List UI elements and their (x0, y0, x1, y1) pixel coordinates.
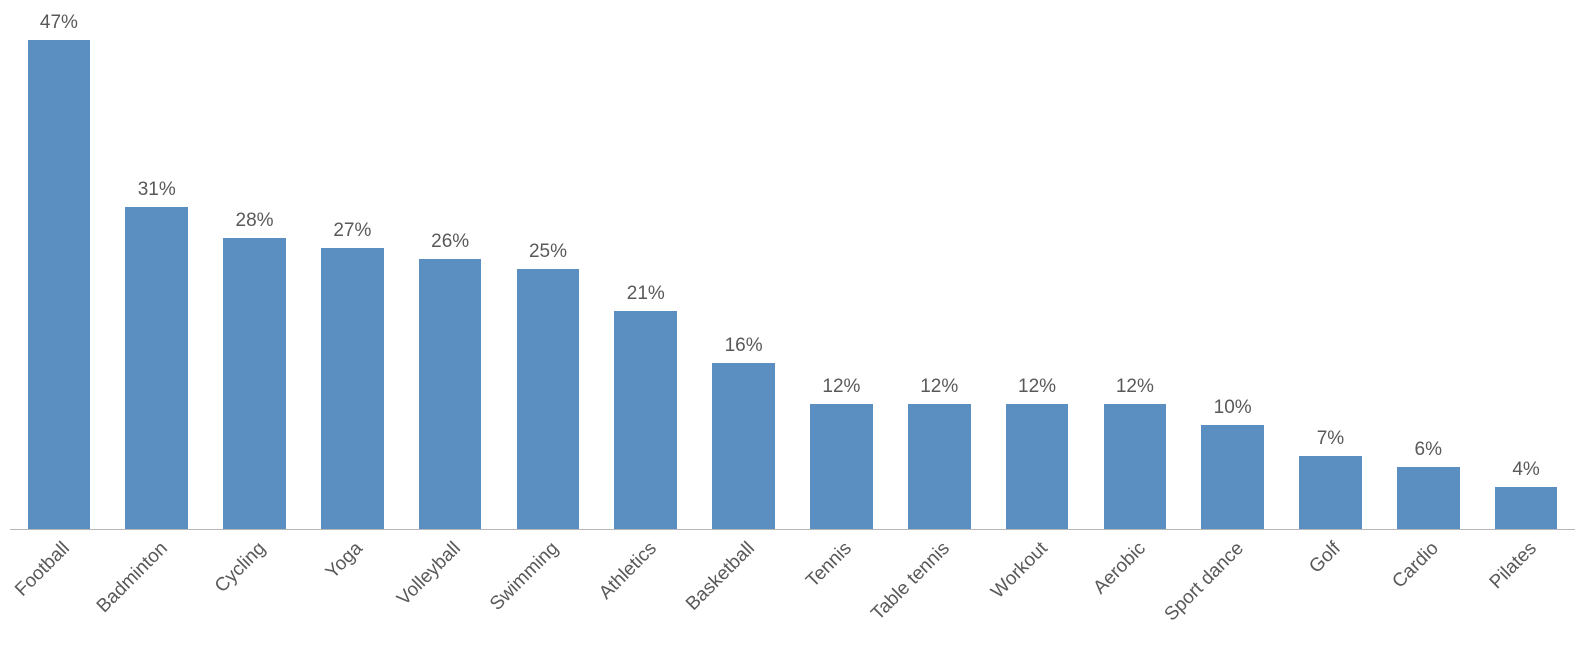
bar-value-label: 16% (725, 335, 763, 357)
x-label-slot: Athletics (597, 538, 695, 638)
bar-slot: 26% (401, 10, 499, 529)
bar-value-label: 10% (1214, 397, 1252, 419)
x-label-slot: Sport dance (1184, 538, 1282, 638)
bar-rect (125, 207, 188, 529)
bar-slot: 21% (597, 10, 695, 529)
plot-area: 47% 31% 28% 27% 26% 25% 21% 16% 12% 12% 12% 12% 10% 7… (10, 10, 1575, 530)
bar-rect (223, 238, 286, 529)
bar-value-label: 47% (40, 12, 78, 34)
bar-rect (517, 269, 580, 529)
x-label-slot: Table tennis (890, 538, 988, 638)
bar-value-label: 25% (529, 241, 567, 263)
x-label-slot: Aerobic (1086, 538, 1184, 638)
x-label-slot: Swimming (499, 538, 597, 638)
x-axis-category-label: Football (11, 538, 74, 601)
bar-slot: 12% (793, 10, 891, 529)
bar-value-label: 12% (1018, 376, 1056, 398)
x-label-slot: Badminton (108, 538, 206, 638)
bar-rect (908, 404, 971, 529)
x-label-slot: Tennis (793, 538, 891, 638)
x-label-slot: Volleyball (401, 538, 499, 638)
x-axis-category-label: Tennis (803, 538, 857, 592)
bar-value-label: 6% (1415, 439, 1442, 461)
bar-rect (1104, 404, 1167, 529)
bar-rect (1006, 404, 1069, 529)
bar-rect (1495, 487, 1558, 529)
bar-value-label: 27% (333, 220, 371, 242)
bar-value-label: 21% (627, 283, 665, 305)
bar-slot: 25% (499, 10, 597, 529)
x-axis-category-label: Volleyball (393, 538, 465, 610)
bar-slot: 6% (1379, 10, 1477, 529)
bar-value-label: 28% (236, 210, 274, 232)
bar-slot: 4% (1477, 10, 1575, 529)
x-axis-category-label: Pilates (1486, 538, 1542, 594)
bar-slot: 7% (1282, 10, 1380, 529)
bar-value-label: 26% (431, 231, 469, 253)
x-label-slot: Cardio (1379, 538, 1477, 638)
bar-slot: 16% (695, 10, 793, 529)
x-label-slot: Pilates (1477, 538, 1575, 638)
bar-rect (1201, 425, 1264, 529)
bar-slot: 12% (988, 10, 1086, 529)
bar-rect (1299, 456, 1362, 529)
bar-slot: 47% (10, 10, 108, 529)
bar-slot: 27% (303, 10, 401, 529)
x-axis-category-label: Cycling (210, 538, 270, 598)
bar-rect (614, 311, 677, 529)
bar-value-label: 7% (1317, 428, 1344, 450)
bar-slot: 28% (206, 10, 304, 529)
x-axis-category-label: Golf (1306, 538, 1346, 578)
x-label-slot: Yoga (303, 538, 401, 638)
bar-rect (321, 248, 384, 529)
sports-bar-chart: 47% 31% 28% 27% 26% 25% 21% 16% 12% 12% 12% 12% 10% 7… (10, 10, 1575, 635)
bar-rect (1397, 467, 1460, 529)
bar-rect (419, 259, 482, 529)
x-axis-labels: FootballBadmintonCyclingYogaVolleyballSw… (10, 538, 1575, 638)
bar-rect (712, 363, 775, 529)
x-axis-category-label: Workout (987, 538, 1052, 603)
x-axis-category-label: Cardio (1389, 538, 1444, 593)
bars-container: 47% 31% 28% 27% 26% 25% 21% 16% 12% 12% 12% 12% 10% 7… (10, 10, 1575, 529)
bar-value-label: 12% (920, 376, 958, 398)
x-label-slot: Football (10, 538, 108, 638)
x-axis-category-label: Athletics (595, 538, 661, 604)
x-axis-category-label: Aerobic (1089, 538, 1150, 599)
bar-value-label: 12% (822, 376, 860, 398)
bar-slot: 31% (108, 10, 206, 529)
x-label-slot: Basketball (695, 538, 793, 638)
x-label-slot: Workout (988, 538, 1086, 638)
bar-value-label: 12% (1116, 376, 1154, 398)
x-label-slot: Cycling (206, 538, 304, 638)
bar-rect (810, 404, 873, 529)
x-label-slot: Golf (1282, 538, 1380, 638)
bar-value-label: 4% (1512, 459, 1539, 481)
bar-rect (28, 40, 91, 529)
bar-value-label: 31% (138, 179, 176, 201)
bar-slot: 12% (1086, 10, 1184, 529)
bar-slot: 10% (1184, 10, 1282, 529)
x-axis-category-label: Yoga (322, 538, 368, 584)
bar-slot: 12% (890, 10, 988, 529)
